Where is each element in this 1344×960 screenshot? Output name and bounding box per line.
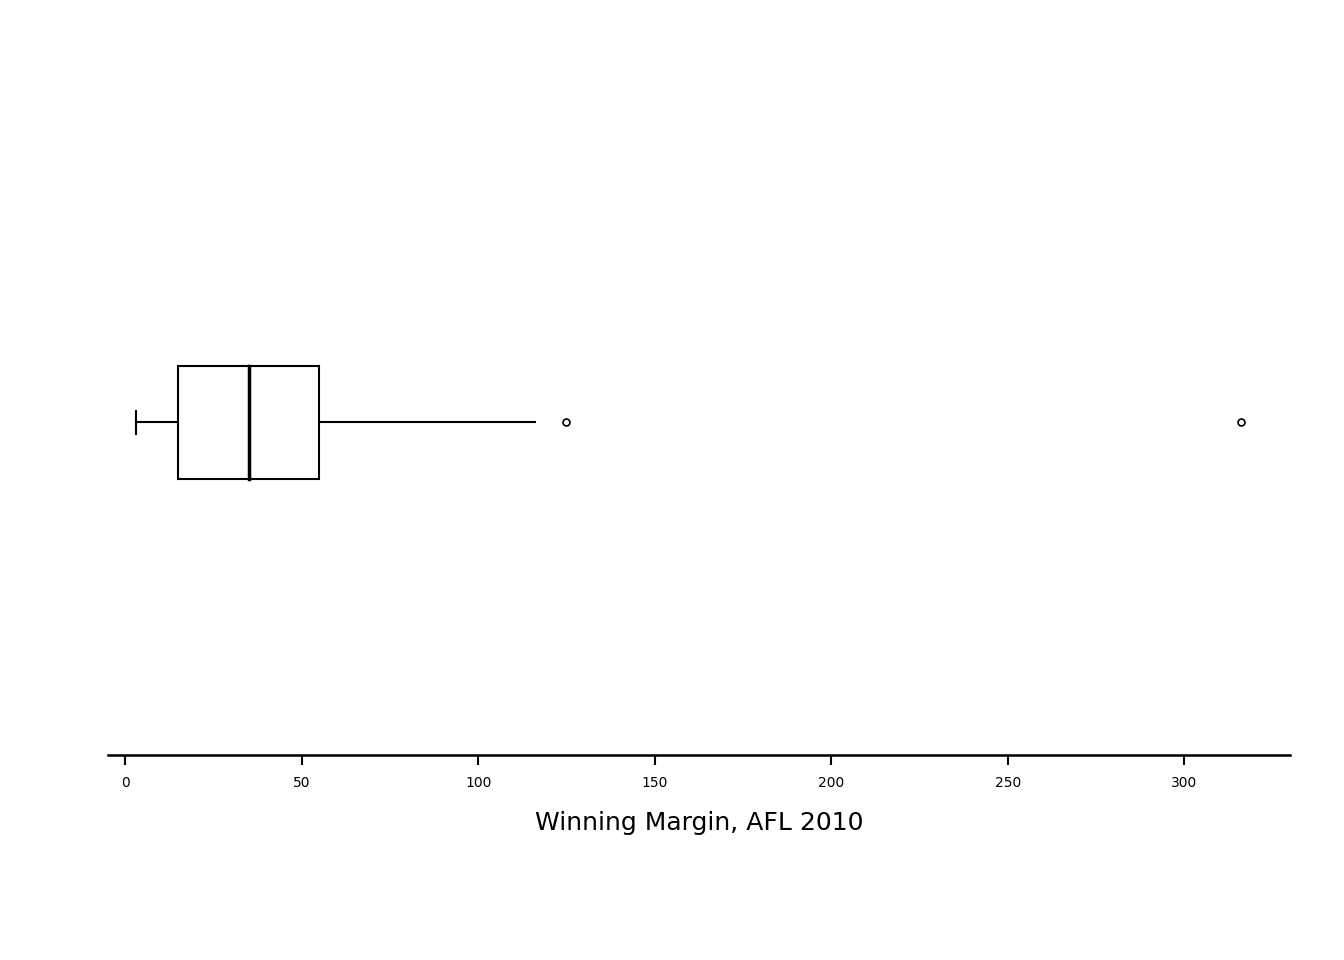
FancyBboxPatch shape	[179, 366, 320, 479]
X-axis label: Winning Margin, AFL 2010: Winning Margin, AFL 2010	[535, 811, 863, 835]
